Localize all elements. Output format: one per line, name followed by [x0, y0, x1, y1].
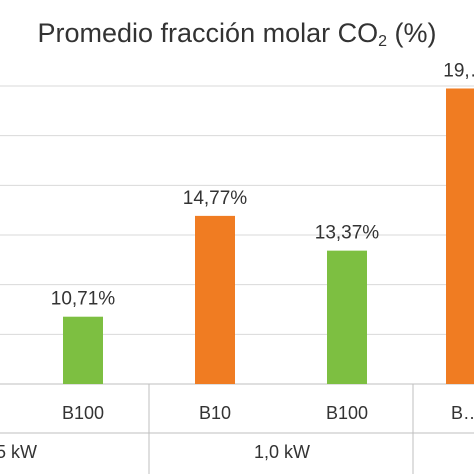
- bar: [63, 316, 103, 384]
- data-label: 14,77%: [183, 188, 248, 209]
- category-tick-label: B10: [199, 403, 231, 423]
- data-label: 10,71%: [51, 289, 116, 310]
- bar: [446, 88, 474, 384]
- data-label: 19,…: [443, 60, 474, 81]
- data-labels: 10,71% 14,77% 13,37% 19,…: [51, 60, 474, 309]
- category-tick-label: B100: [326, 403, 368, 423]
- data-label: 13,37%: [315, 223, 380, 244]
- bar: [195, 215, 235, 384]
- x-axis: B100 B10 B100 B… 5 kW 1,0 kW: [0, 384, 474, 474]
- chart-title: Promedio fracción molar CO2 (%): [37, 18, 437, 50]
- bars: [63, 88, 474, 384]
- category-tick-label: B100: [62, 403, 104, 423]
- category-tick-label: B…: [451, 403, 474, 423]
- bar: [327, 250, 367, 384]
- group-label: 5 kW: [0, 442, 37, 462]
- gridlines: [0, 85, 474, 385]
- group-label: 1,0 kW: [254, 442, 310, 462]
